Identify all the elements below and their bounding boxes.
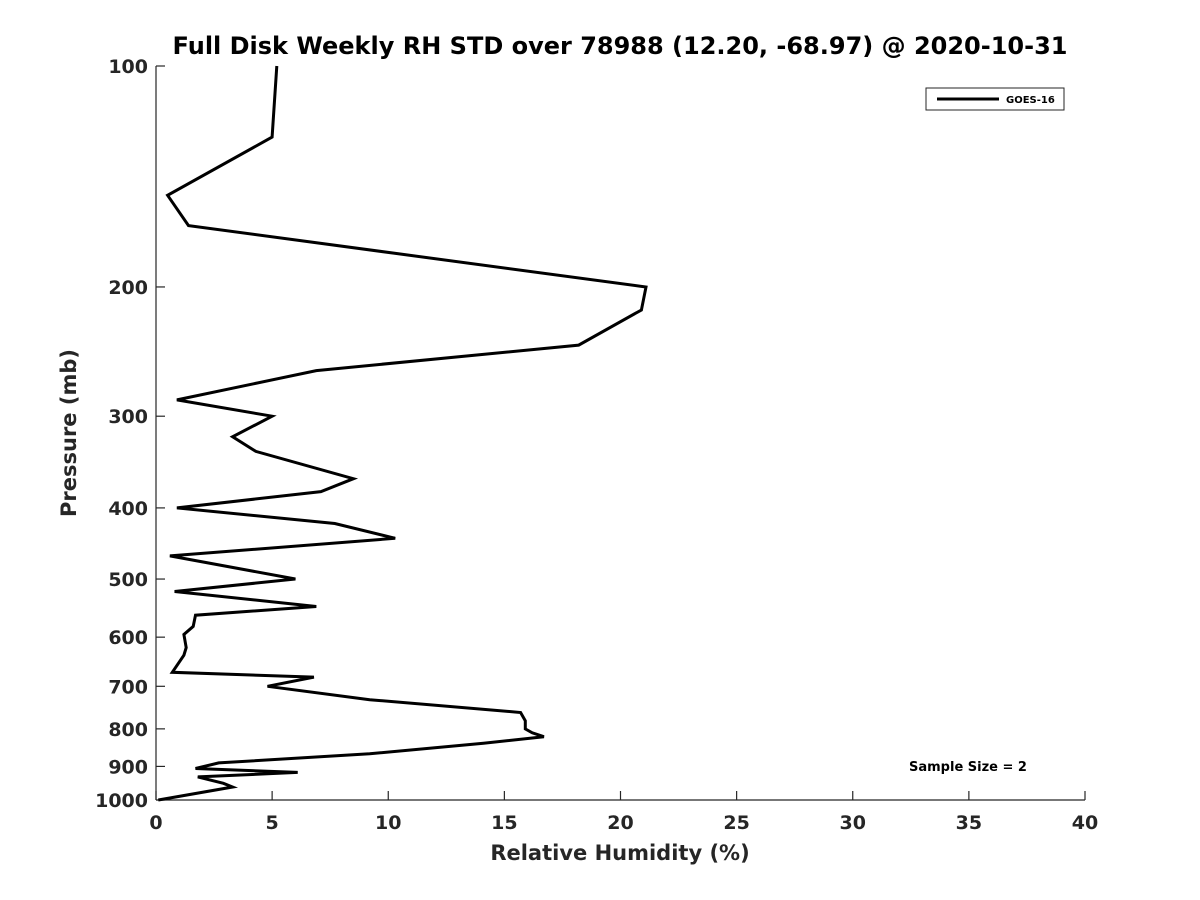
x-tick-label: 30 <box>840 812 866 834</box>
sample-size-annotation: Sample Size = 2 <box>909 760 1027 775</box>
legend: GOES-16 <box>925 87 1065 111</box>
x-tick-label: 35 <box>956 812 982 834</box>
y-tick-label: 700 <box>108 676 148 698</box>
y-tick-label: 200 <box>108 277 148 299</box>
x-tick-label: 25 <box>723 812 749 834</box>
x-tick-label: 20 <box>607 812 633 834</box>
legend-label: GOES-16 <box>1006 95 1055 106</box>
y-tick-label: 900 <box>108 756 148 778</box>
x-ticks: 0 5 10 15 20 25 30 35 40 <box>149 791 1098 834</box>
y-tick-label: 400 <box>108 498 148 520</box>
x-axis-label: Relative Humidity (%) <box>490 841 749 865</box>
x-tick-label: 0 <box>149 812 162 834</box>
y-tick-label: 100 <box>108 56 148 78</box>
y-tick-label: 300 <box>108 406 148 428</box>
x-tick-label: 40 <box>1072 812 1098 834</box>
chart-title: Full Disk Weekly RH STD over 78988 (12.2… <box>173 32 1068 60</box>
y-tick-label: 1000 <box>95 790 148 812</box>
y-ticks: 100 200 300 400 500 600 700 800 900 1000 <box>95 56 165 812</box>
y-axis-label: Pressure (mb) <box>57 349 81 517</box>
y-tick-label: 600 <box>108 627 148 649</box>
series-layer <box>158 65 648 802</box>
x-tick-label: 10 <box>375 812 401 834</box>
x-tick-label: 15 <box>491 812 517 834</box>
y-tick-label: 800 <box>108 719 148 741</box>
series-line-goes-16 <box>158 65 648 802</box>
y-tick-label: 500 <box>108 569 148 591</box>
x-tick-label: 5 <box>266 812 279 834</box>
